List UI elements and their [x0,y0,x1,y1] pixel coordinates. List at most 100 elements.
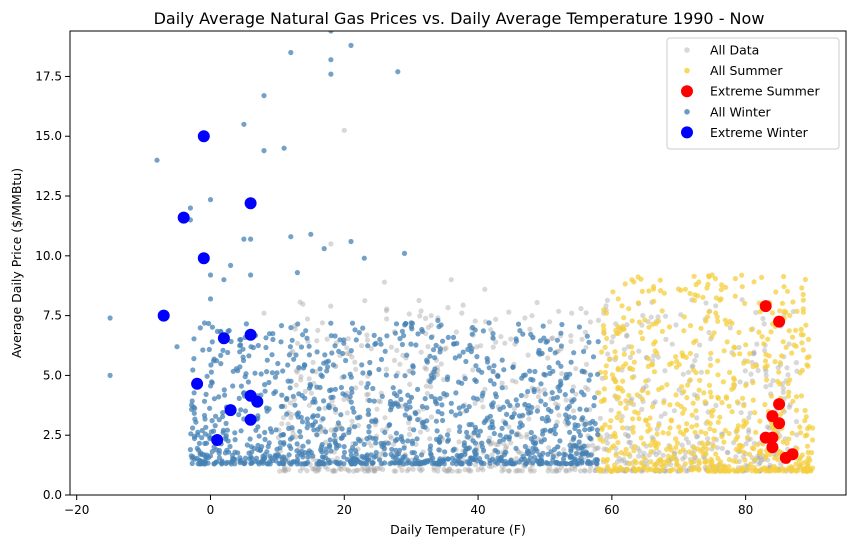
data-point [212,423,218,429]
data-point [715,318,721,324]
data-point [541,437,548,443]
data-point [377,465,383,472]
data-point [649,361,655,367]
data-point [432,366,438,372]
data-point [317,366,323,372]
data-point [789,350,795,356]
data-point [344,350,350,356]
data-point [491,430,497,437]
data-point [750,397,756,403]
data-point [501,467,507,473]
data-point [471,395,477,401]
data-point [793,419,800,425]
data-point [615,296,621,302]
data-point [393,468,399,474]
data-point [240,357,247,364]
data-point [457,428,463,434]
data-point [216,417,222,423]
data-point [294,457,301,463]
data-point [713,310,719,316]
data-point [249,455,255,461]
data-point [486,365,492,371]
data-point [424,357,430,363]
data-point [592,446,598,452]
data-point [753,468,759,474]
data-point [690,363,696,369]
data-point [726,457,733,463]
data-point [682,454,688,460]
data-point [627,439,633,445]
data-point [337,337,343,343]
data-point [655,354,661,360]
data-point [191,404,197,410]
data-point [228,338,234,345]
data-point [520,331,526,337]
y-tick-label: 17.5 [35,69,62,83]
data-point [619,303,625,309]
data-point [595,317,602,323]
data-point [552,431,559,437]
data-point [536,388,543,394]
data-point [389,446,395,452]
data-point [367,464,374,470]
data-point [558,330,564,336]
data-point [328,71,334,77]
data-point [241,236,247,242]
data-point [538,454,544,460]
data-point [636,348,642,354]
data-point [534,299,540,306]
data-point [403,321,409,327]
data-point [154,157,160,163]
data-point [518,434,524,440]
data-point [262,436,268,442]
data-point [361,465,367,471]
data-point [615,394,622,400]
data-point [626,439,632,445]
data-point [478,397,485,403]
data-point [295,410,301,416]
data-point [436,458,442,464]
data-point [345,336,351,342]
data-point [338,412,344,418]
data-point [539,458,545,464]
data-point [797,424,803,430]
data-point [382,348,388,354]
data-point [738,468,745,474]
data-point [705,468,711,474]
data-point [440,338,446,344]
data-point [625,432,631,439]
data-point [583,384,589,391]
data-point [757,455,763,461]
data-point [384,306,390,312]
data-point [470,367,476,373]
data-point [425,344,431,350]
data-point [553,401,559,407]
data-point [365,407,371,413]
data-point [286,443,293,449]
data-point [677,467,683,473]
data-point [698,369,705,375]
data-point [324,336,330,342]
data-point [744,466,750,472]
data-point [545,451,551,457]
data-point [414,436,420,442]
data-point [692,429,698,435]
data-point [424,390,430,397]
data-point [484,454,490,460]
data-point [378,341,384,347]
data-point [446,466,452,473]
data-point [753,429,759,435]
data-point [304,316,311,322]
data-point [751,446,757,452]
data-point [361,455,367,461]
data-point [251,395,264,408]
data-point [712,468,718,474]
data-point [663,336,669,342]
data-point [554,394,561,400]
data-point [595,339,601,345]
data-point [592,468,598,474]
data-point [490,400,496,406]
data-point [673,364,680,370]
data-point [397,389,403,395]
data-point [650,321,656,327]
